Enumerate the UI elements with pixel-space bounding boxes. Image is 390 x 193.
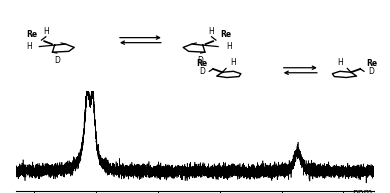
Text: H: H: [338, 58, 343, 67]
Text: Re: Re: [196, 59, 207, 68]
Text: H: H: [43, 27, 49, 36]
Text: H: H: [230, 58, 236, 67]
Text: Re: Re: [27, 30, 37, 39]
Text: H: H: [226, 42, 232, 51]
Text: H: H: [26, 42, 32, 51]
Text: D: D: [54, 56, 60, 65]
Text: H: H: [209, 27, 214, 36]
Text: Re: Re: [366, 59, 377, 68]
Text: D: D: [368, 67, 374, 76]
Text: ppm: ppm: [352, 188, 372, 193]
Text: Re: Re: [220, 30, 231, 39]
Text: D: D: [200, 67, 206, 76]
Text: D: D: [198, 56, 204, 65]
